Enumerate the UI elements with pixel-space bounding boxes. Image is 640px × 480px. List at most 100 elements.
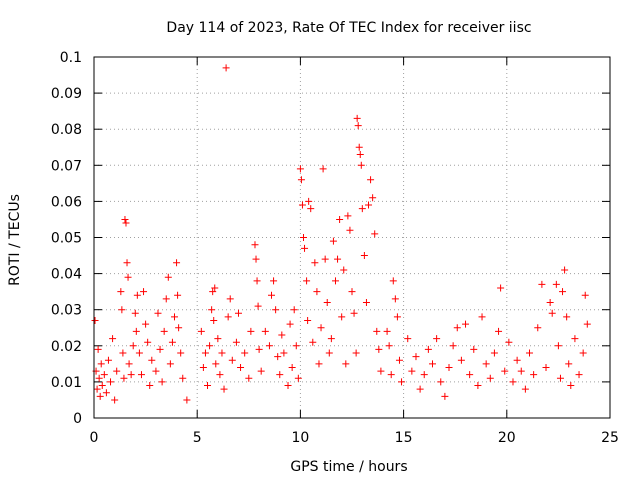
data-point: [131, 309, 139, 317]
data-point: [135, 349, 143, 357]
data-point: [296, 165, 304, 173]
y-tick-label: 0.04: [51, 267, 82, 283]
data-point: [170, 313, 178, 321]
data-point: [209, 288, 217, 296]
data-point: [140, 288, 148, 296]
data-point: [274, 353, 282, 361]
data-point: [408, 367, 416, 375]
data-point: [91, 317, 99, 325]
data-point: [158, 378, 166, 386]
data-point: [336, 215, 344, 223]
y-tick-label: 0.02: [51, 339, 82, 355]
data-point: [278, 331, 286, 339]
data-point: [104, 356, 112, 364]
data-point: [117, 288, 125, 296]
data-point: [166, 360, 174, 368]
x-tick-label: 20: [498, 430, 516, 446]
data-point: [350, 309, 358, 317]
data-point: [567, 382, 575, 390]
data-point: [301, 244, 309, 252]
data-point: [144, 338, 152, 346]
data-point: [123, 259, 131, 267]
data-point: [93, 385, 101, 393]
data-point: [317, 324, 325, 332]
data-point: [581, 291, 589, 299]
data-point: [509, 378, 517, 386]
y-tick-label: 0.01: [51, 375, 82, 391]
data-point: [321, 255, 329, 263]
data-point: [201, 349, 209, 357]
data-point: [214, 335, 222, 343]
y-tick-label: 0.09: [51, 86, 82, 102]
data-point: [152, 367, 160, 375]
data-point: [303, 277, 311, 285]
data-point: [197, 327, 205, 335]
data-point: [329, 237, 337, 245]
data-point: [309, 338, 317, 346]
data-point: [290, 306, 298, 314]
data-point: [437, 378, 445, 386]
data-point: [466, 371, 474, 379]
data-point: [245, 374, 253, 382]
data-point: [495, 327, 503, 335]
data-point: [474, 382, 482, 390]
data-point: [497, 284, 505, 292]
x-tick-label: 10: [291, 430, 309, 446]
data-point: [204, 382, 212, 390]
data-point: [208, 306, 216, 314]
data-point: [433, 335, 441, 343]
data-point: [579, 349, 587, 357]
data-point: [334, 255, 342, 263]
data-point: [162, 295, 170, 303]
data-point: [257, 367, 265, 375]
data-point: [102, 389, 110, 397]
data-point: [156, 345, 164, 353]
data-point: [554, 342, 562, 350]
data-point: [565, 360, 573, 368]
data-point: [294, 374, 302, 382]
data-point: [307, 205, 315, 213]
data-point: [323, 298, 331, 306]
data-point: [265, 342, 273, 350]
grid-lines: [94, 57, 610, 418]
data-point: [286, 320, 294, 328]
y-tick-label: 0.03: [51, 303, 82, 319]
data-points: [91, 64, 591, 404]
data-point: [556, 374, 564, 382]
data-point: [177, 349, 185, 357]
data-point: [530, 371, 538, 379]
data-point: [210, 317, 218, 325]
data-point: [389, 277, 397, 285]
data-point: [355, 143, 363, 151]
data-point: [513, 356, 521, 364]
data-point: [325, 349, 333, 357]
data-point: [356, 150, 364, 158]
data-point: [179, 374, 187, 382]
data-point: [206, 342, 214, 350]
data-point: [416, 385, 424, 393]
data-point: [98, 382, 106, 390]
x-tick-label: 25: [601, 430, 619, 446]
data-point: [501, 367, 509, 375]
data-point: [216, 371, 224, 379]
data-point: [457, 356, 465, 364]
data-point: [154, 309, 162, 317]
data-point: [428, 360, 436, 368]
data-point: [305, 197, 313, 205]
data-point: [478, 313, 486, 321]
data-point: [505, 338, 513, 346]
data-point: [393, 313, 401, 321]
data-point: [168, 338, 176, 346]
data-point: [346, 226, 354, 234]
data-point: [253, 277, 261, 285]
data-point: [232, 338, 240, 346]
data-point: [297, 176, 305, 184]
data-point: [449, 342, 457, 350]
data-point: [272, 306, 280, 314]
data-point: [470, 345, 478, 353]
data-point: [234, 309, 242, 317]
data-point: [146, 382, 154, 390]
data-point: [94, 345, 102, 353]
data-point: [211, 284, 219, 292]
